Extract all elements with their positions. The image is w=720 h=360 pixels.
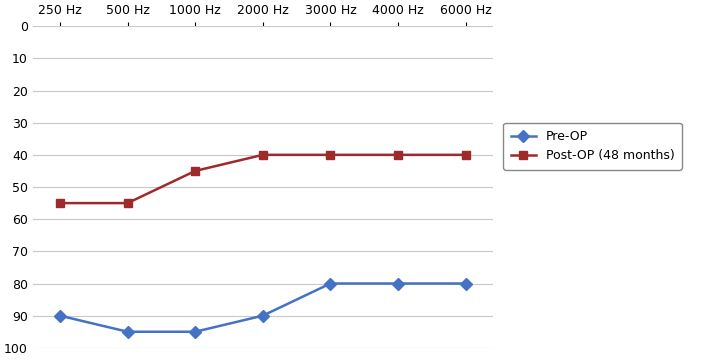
Pre-OP	[258, 314, 267, 318]
Line: Pre-OP: Pre-OP	[55, 279, 470, 336]
Legend: Pre-OP, Post-OP (48 months): Pre-OP, Post-OP (48 months)	[503, 122, 682, 170]
Post-OP (48 months)	[55, 201, 64, 205]
Pre-OP	[191, 330, 199, 334]
Post-OP (48 months)	[123, 201, 132, 205]
Pre-OP	[123, 330, 132, 334]
Post-OP (48 months)	[191, 169, 199, 173]
Post-OP (48 months)	[326, 153, 335, 157]
Line: Post-OP (48 months): Post-OP (48 months)	[55, 151, 470, 207]
Pre-OP	[394, 282, 402, 286]
Pre-OP	[462, 282, 470, 286]
Post-OP (48 months)	[462, 153, 470, 157]
Post-OP (48 months)	[258, 153, 267, 157]
Pre-OP	[55, 314, 64, 318]
Pre-OP	[326, 282, 335, 286]
Post-OP (48 months)	[394, 153, 402, 157]
